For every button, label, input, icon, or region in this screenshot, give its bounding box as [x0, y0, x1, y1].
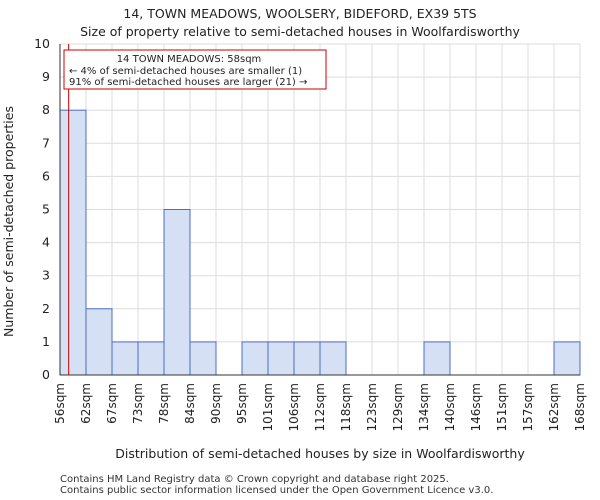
x-tick-label: 90sqm	[209, 383, 223, 424]
y-tick-label: 5	[42, 202, 50, 217]
y-tick-label: 4	[42, 235, 50, 250]
x-tick-label: 62sqm	[79, 383, 93, 424]
footer-line-1: Contains HM Land Registry data © Crown c…	[60, 474, 449, 485]
x-tick-label: 123sqm	[365, 383, 379, 431]
bar-112sqm	[319, 341, 347, 376]
x-tick-label: 134sqm	[417, 383, 431, 431]
bar-62sqm	[85, 308, 113, 376]
bar-95sqm	[241, 341, 269, 376]
bar-101sqm	[267, 341, 295, 376]
x-axis-label: Distribution of semi-detached houses by …	[115, 446, 525, 461]
y-axis-label: Number of semi-detached properties	[1, 106, 16, 337]
chart-subtitle: Size of property relative to semi-detach…	[80, 24, 520, 39]
y-tick-label: 1	[42, 334, 50, 349]
x-tick-label: 106sqm	[287, 383, 301, 431]
x-tick-label: 157sqm	[521, 383, 535, 431]
x-tick-label: 56sqm	[53, 383, 67, 424]
x-tick-label: 162sqm	[547, 383, 561, 431]
annotation-box	[63, 49, 327, 90]
x-tick-label: 73sqm	[131, 383, 145, 424]
x-tick-label: 95sqm	[235, 383, 249, 424]
y-tick-label: 6	[42, 168, 50, 183]
y-tick-label: 2	[42, 301, 50, 316]
bar-78sqm	[163, 209, 191, 376]
x-tick-label: 67sqm	[105, 383, 119, 424]
x-tick-label: 129sqm	[391, 383, 405, 431]
annotation-line-3: 91% of semi-detached houses are larger (…	[69, 77, 307, 88]
x-tick-label: 101sqm	[261, 383, 275, 431]
bar-84sqm	[189, 341, 217, 376]
annotation-line-1: 14 TOWN MEADOWS: 58sqm	[117, 54, 262, 65]
bar-106sqm	[293, 341, 321, 376]
chart-title: 14, TOWN MEADOWS, WOOLSERY, BIDEFORD, EX…	[123, 6, 477, 21]
x-tick-label: 78sqm	[157, 383, 171, 424]
y-tick-label: 9	[42, 69, 50, 84]
x-tick-label: 151sqm	[495, 383, 509, 431]
x-tick-label: 118sqm	[339, 383, 353, 431]
bar-56sqm	[59, 109, 87, 376]
bar-67sqm	[111, 341, 139, 376]
x-tick-label: 112sqm	[313, 383, 327, 431]
y-tick-label: 8	[42, 102, 50, 117]
x-tick-label: 84sqm	[183, 383, 197, 424]
x-tick-label: 168sqm	[573, 383, 587, 431]
y-tick-label: 0	[42, 367, 50, 382]
y-tick-label: 3	[42, 268, 50, 283]
y-tick-label: 10	[34, 36, 50, 51]
annotation-line-2: ← 4% of semi-detached houses are smaller…	[69, 66, 302, 77]
bar-162sqm	[553, 341, 581, 376]
bar-134sqm	[423, 341, 451, 376]
footer-line-2: Contains public sector information licen…	[60, 485, 494, 496]
x-tick-label: 146sqm	[469, 383, 483, 431]
x-tick-label: 140sqm	[443, 383, 457, 431]
y-tick-label: 7	[42, 135, 50, 150]
bar-73sqm	[137, 341, 165, 376]
